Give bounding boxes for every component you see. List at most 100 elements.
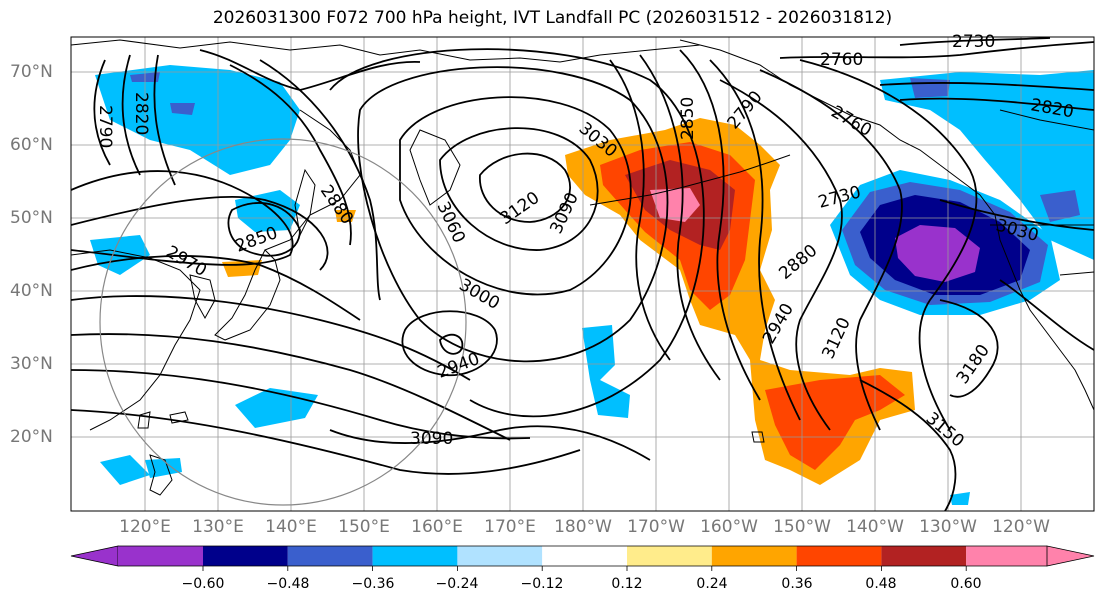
contour-ridge3 bbox=[679, 49, 761, 401]
colorbar-tick-marks bbox=[202, 566, 967, 571]
range-circle bbox=[99, 138, 467, 506]
contour-3120-high bbox=[479, 152, 571, 223]
coast-bc bbox=[939, 164, 1094, 411]
colorbar-arrow-right bbox=[1046, 545, 1095, 567]
colorbar-segment bbox=[457, 546, 543, 566]
colorbar-segment bbox=[796, 546, 882, 566]
contour-label: 2790 bbox=[95, 105, 115, 148]
contour-ring-d bbox=[71, 295, 471, 381]
colorbar-tick-label: −0.12 bbox=[520, 576, 564, 592]
contour-3030-high bbox=[357, 66, 669, 363]
coast-taiwan bbox=[137, 411, 151, 429]
contour-n2 bbox=[229, 64, 352, 246]
colorbar-segment bbox=[542, 546, 627, 566]
colorbar-segment bbox=[118, 546, 203, 566]
contour-trough1 bbox=[719, 79, 843, 431]
colorbar bbox=[70, 545, 1095, 571]
shade-pink bbox=[650, 188, 700, 222]
shade-cyan-mid bbox=[582, 325, 630, 418]
contour-2730-top bbox=[899, 37, 1051, 46]
contour-2820-ne bbox=[899, 97, 1094, 111]
coast-hawaii bbox=[751, 431, 765, 443]
contour-2790-ne bbox=[879, 82, 1094, 91]
lon-label: 120°W bbox=[992, 517, 1050, 537]
contour-3090-high bbox=[439, 127, 599, 251]
contour-label: 2730 bbox=[952, 32, 995, 52]
shade-red-s bbox=[765, 375, 905, 470]
colorbar-segment bbox=[203, 546, 288, 566]
coast-china bbox=[71, 249, 201, 431]
shade-blue-ne2 bbox=[1040, 190, 1080, 222]
lon-label: 130°W bbox=[919, 517, 977, 537]
map-frame bbox=[70, 36, 1095, 512]
lon-label: 170°E bbox=[484, 517, 536, 537]
coast-kamchatka bbox=[409, 129, 461, 206]
colorbar-segment bbox=[627, 546, 712, 566]
colorbar-segment bbox=[881, 546, 967, 566]
contour-label: 2760 bbox=[820, 50, 863, 70]
contour-ring-b bbox=[71, 195, 329, 271]
coast-aleutians bbox=[589, 154, 791, 206]
contour-n3 bbox=[259, 59, 381, 301]
colorbar-tick-label: 0.12 bbox=[611, 576, 643, 592]
lon-label: 140°E bbox=[265, 517, 317, 537]
lon-label: 120°E bbox=[119, 517, 171, 537]
contour-ridge1 bbox=[609, 59, 671, 361]
contour-2850-nw bbox=[153, 54, 176, 186]
contour-2850-low bbox=[227, 202, 301, 257]
lat-label-60n: 60°N bbox=[10, 135, 53, 155]
shade-cyan-sw bbox=[100, 455, 150, 485]
coast-japan bbox=[214, 249, 281, 341]
coastlines bbox=[71, 39, 1094, 496]
contour-2970-low bbox=[401, 310, 498, 377]
contour-3180 bbox=[939, 299, 999, 398]
contour-3090-south bbox=[329, 425, 651, 461]
shade-cyan-nw bbox=[95, 65, 300, 175]
contour-ridge2 bbox=[639, 54, 721, 381]
contour-trough2 bbox=[759, 69, 903, 431]
contour-3060-high bbox=[399, 96, 632, 296]
shade-blue-nw2 bbox=[170, 103, 195, 115]
colorbar-tick-label: −0.24 bbox=[435, 576, 479, 592]
coast-na-inland bbox=[999, 109, 1094, 131]
contour-ring-e bbox=[71, 333, 511, 441]
plot-title: 2026031300 F072 700 hPa height, IVT Land… bbox=[212, 8, 893, 28]
contour-2760-top bbox=[779, 41, 1094, 59]
colorbar-tick-label: 0.48 bbox=[865, 576, 897, 592]
colorbar-tick-label: −0.36 bbox=[351, 576, 395, 592]
colorbar-segment bbox=[372, 546, 458, 566]
coast-sakhalin bbox=[294, 168, 316, 237]
contour-label: 2820 bbox=[131, 92, 151, 135]
contour-2820-nw bbox=[121, 54, 141, 176]
contour-ne-east bbox=[999, 279, 1094, 351]
coast-korea bbox=[189, 274, 216, 320]
lat-label-30n: 30°N bbox=[10, 354, 53, 374]
shade-orange-kam bbox=[335, 210, 356, 222]
coast-asia-north bbox=[71, 39, 701, 63]
shade-cyan-ne2 bbox=[950, 492, 970, 505]
colorbar-tick-label: −0.48 bbox=[266, 576, 310, 592]
coast-alaska bbox=[679, 39, 941, 166]
contour-label: 2850 bbox=[678, 97, 698, 140]
contour-ring-a bbox=[71, 170, 294, 266]
lat-label-20n: 20°N bbox=[10, 427, 53, 447]
contour-3000 bbox=[329, 48, 705, 418]
colorbar-tick-label: 0.36 bbox=[781, 576, 813, 592]
lat-label-40n: 40°N bbox=[10, 281, 53, 301]
colorbar-tick-label: −0.60 bbox=[181, 576, 225, 592]
colorbar-segment bbox=[711, 546, 797, 566]
shade-blue-ne bbox=[910, 78, 950, 98]
lon-label: 180°W bbox=[554, 517, 612, 537]
colorbar-arrow-left bbox=[70, 545, 119, 567]
contour-3030-ne bbox=[939, 199, 1094, 231]
lon-label: 140°W bbox=[846, 517, 904, 537]
contour-ring-g bbox=[71, 409, 581, 475]
lon-label: 170°W bbox=[627, 517, 685, 537]
lon-label: 130°E bbox=[192, 517, 244, 537]
ivt-shading bbox=[90, 65, 1094, 505]
lon-label: 150°E bbox=[338, 517, 390, 537]
contour-ridge4 bbox=[709, 59, 801, 421]
contour-ring-c bbox=[71, 255, 361, 321]
shade-purple-east bbox=[895, 225, 980, 282]
